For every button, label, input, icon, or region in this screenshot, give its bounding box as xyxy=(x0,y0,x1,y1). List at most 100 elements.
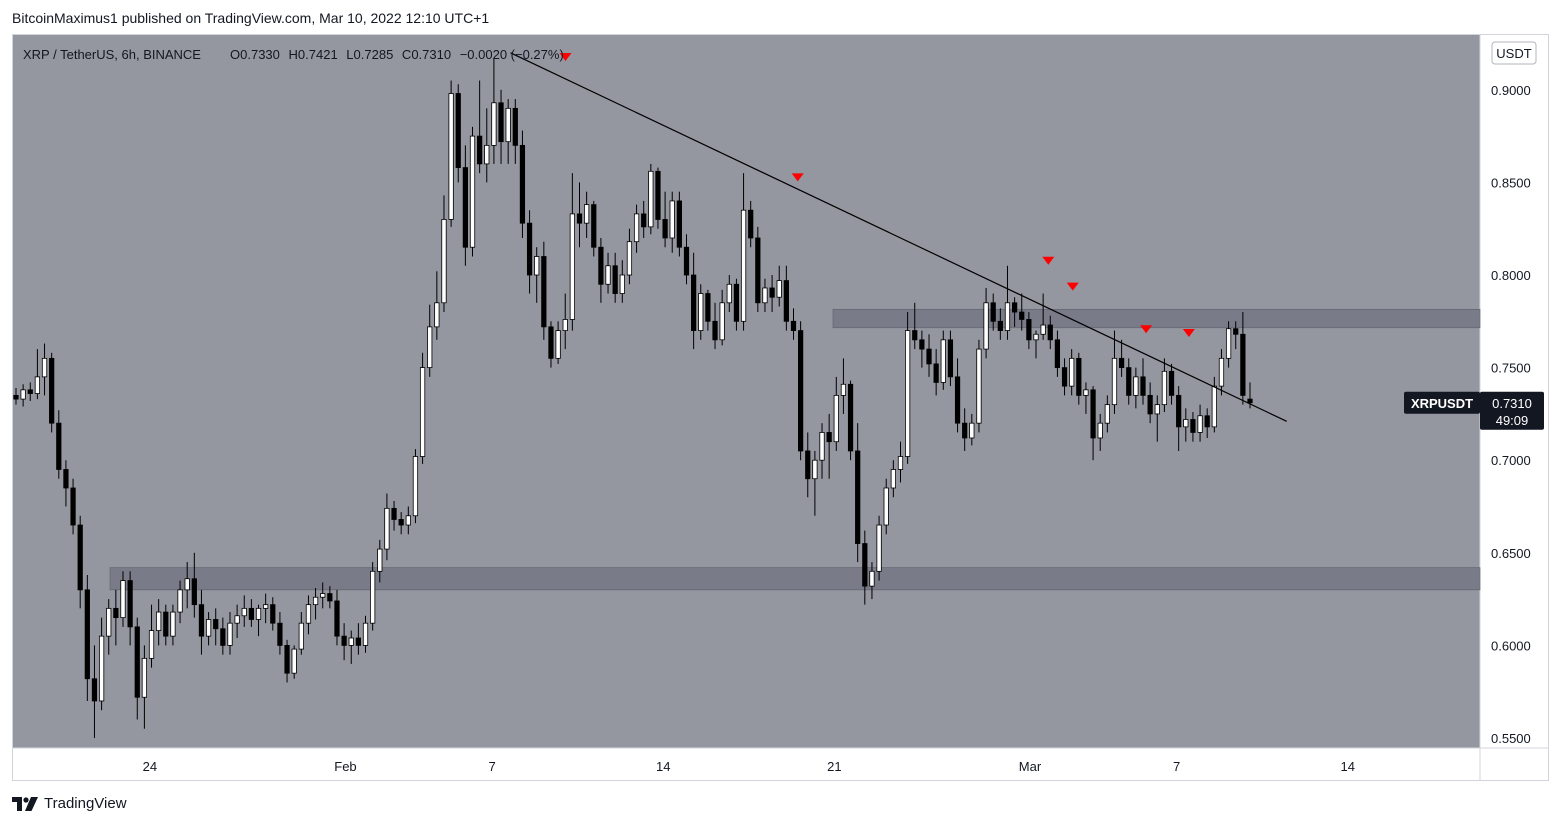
candle-up xyxy=(148,630,155,659)
legend-high-value: 0.7421 xyxy=(298,47,338,62)
candle-up xyxy=(569,213,575,320)
candle-up xyxy=(1004,302,1011,331)
candle-up xyxy=(1133,376,1139,396)
plot-area[interactable] xyxy=(13,35,1480,748)
candle-down xyxy=(134,626,140,698)
candle-up xyxy=(740,209,747,322)
price-tag-bg xyxy=(1480,391,1544,430)
y-tick-label: 0.9000 xyxy=(1491,83,1531,98)
candle-down xyxy=(576,213,583,224)
last-price-label: XRPUSDT 0.7310 49:09 xyxy=(1404,391,1544,430)
candle-up xyxy=(1211,385,1217,428)
candle-down xyxy=(220,628,226,646)
candle-down xyxy=(541,256,547,328)
candle-down xyxy=(327,593,333,602)
candle-down xyxy=(191,578,197,606)
candle-up xyxy=(291,648,297,674)
x-axis-ticks: 24 Feb 7 14 21 Mar 7 14 xyxy=(143,759,1355,774)
candle-up xyxy=(405,515,411,526)
candle-down xyxy=(198,604,205,637)
candle-down xyxy=(683,246,690,276)
candle-up xyxy=(98,635,105,702)
candle-up xyxy=(419,367,426,457)
candle-down xyxy=(519,144,526,224)
candle-up xyxy=(633,213,640,243)
candle-down xyxy=(462,167,468,248)
candle-up xyxy=(883,487,889,526)
chart-panel[interactable]: 0.9000 0.8500 0.8000 0.7500 0.7000 0.6500 0.60… xyxy=(12,34,1549,781)
candle-up xyxy=(227,622,233,646)
candle-up xyxy=(876,524,882,572)
candle-down xyxy=(919,339,925,350)
candle-up xyxy=(1183,419,1189,428)
legend-change-value: −0.0020 (−0.27%) xyxy=(460,47,564,62)
candle-up xyxy=(698,293,704,331)
candle-down xyxy=(127,580,133,628)
candle-down xyxy=(1147,394,1153,415)
candle-up xyxy=(905,330,911,457)
x-tick-label: Mar xyxy=(1019,759,1042,774)
candle-up xyxy=(362,622,369,646)
candle-up xyxy=(1225,328,1232,359)
candle-up xyxy=(370,570,376,624)
candle-up xyxy=(812,459,818,480)
candle-down xyxy=(77,524,83,591)
candle-up xyxy=(897,456,904,470)
candle-up xyxy=(41,357,48,378)
symbol-tag-bg xyxy=(1404,391,1480,414)
candle-down xyxy=(926,348,932,365)
x-tick-label: 21 xyxy=(827,759,841,774)
candle-up xyxy=(141,657,148,698)
candle-down xyxy=(1047,324,1053,341)
y-tick-label: 0.6000 xyxy=(1491,638,1531,653)
candle-down xyxy=(1190,419,1196,433)
candle-down xyxy=(912,330,918,341)
currency-badge-box[interactable] xyxy=(1491,41,1537,65)
y-tick-label: 0.8500 xyxy=(1491,175,1531,190)
candle-down xyxy=(1054,339,1061,369)
candle-down xyxy=(748,209,754,239)
legend-ohlc: O0.7330 H0.7421 L0.7285 C0.7310 −0.0020 … xyxy=(230,47,564,62)
candle-up xyxy=(869,570,875,587)
candle-down xyxy=(598,246,604,285)
candle-down xyxy=(391,507,397,520)
candle-up xyxy=(177,589,183,613)
y-tick-label: 0.7000 xyxy=(1491,453,1531,468)
candle-down xyxy=(947,339,954,378)
candle-down xyxy=(954,376,961,424)
candle-up xyxy=(648,170,654,228)
candle-down xyxy=(1076,357,1082,396)
candle-down xyxy=(1061,367,1068,387)
legend-open-value: 0.7330 xyxy=(240,47,280,62)
candle-up xyxy=(377,548,383,572)
candle-down xyxy=(49,357,55,424)
x-tick-label: 7 xyxy=(489,759,496,774)
chart-canvas[interactable]: 0.9000 0.8500 0.8000 0.7500 0.7000 0.6500 0.60… xyxy=(13,35,1548,780)
currency-badge[interactable]: USDT xyxy=(1496,46,1531,61)
candle-down xyxy=(855,450,861,544)
candle-down xyxy=(712,320,718,341)
candle-down xyxy=(91,678,98,702)
candle-up xyxy=(584,204,590,224)
candle-up xyxy=(555,330,561,359)
price-tag-countdown: 49:09 xyxy=(1496,413,1529,428)
candle-down xyxy=(213,619,219,630)
candle-down xyxy=(676,200,682,248)
candle-down xyxy=(798,330,804,452)
candle-up xyxy=(726,283,732,304)
tradingview-logo-icon xyxy=(12,796,38,811)
x-tick-label: Feb xyxy=(334,759,356,774)
publisher-line: BitcoinMaximus1 published on TradingView… xyxy=(12,10,490,26)
candlestick-series xyxy=(13,58,1253,738)
candle-up xyxy=(348,637,354,646)
candle-up xyxy=(384,507,390,550)
candle-down xyxy=(705,293,711,322)
candle-down xyxy=(113,607,119,619)
candle-down xyxy=(612,265,618,294)
candle-down xyxy=(70,487,76,526)
candle-up xyxy=(940,339,946,383)
candle-up xyxy=(819,432,825,461)
candle-up xyxy=(1111,357,1118,406)
candle-down xyxy=(755,237,761,304)
candle-up xyxy=(491,102,497,146)
